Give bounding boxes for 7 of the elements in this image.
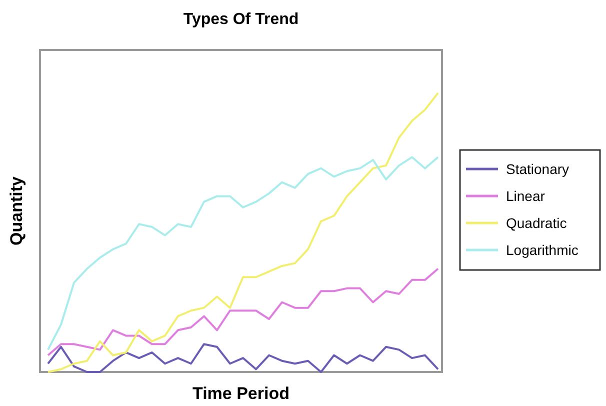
y-axis-title: Quantity: [7, 176, 26, 246]
legend-label: Linear: [506, 188, 546, 204]
x-axis-title: Time Period: [192, 384, 290, 403]
legend-label: Logarithmic: [506, 242, 578, 258]
chart-title: Types Of Trend: [183, 11, 299, 28]
legend-label: Quadratic: [506, 215, 567, 231]
legend-label: Stationary: [506, 161, 570, 177]
